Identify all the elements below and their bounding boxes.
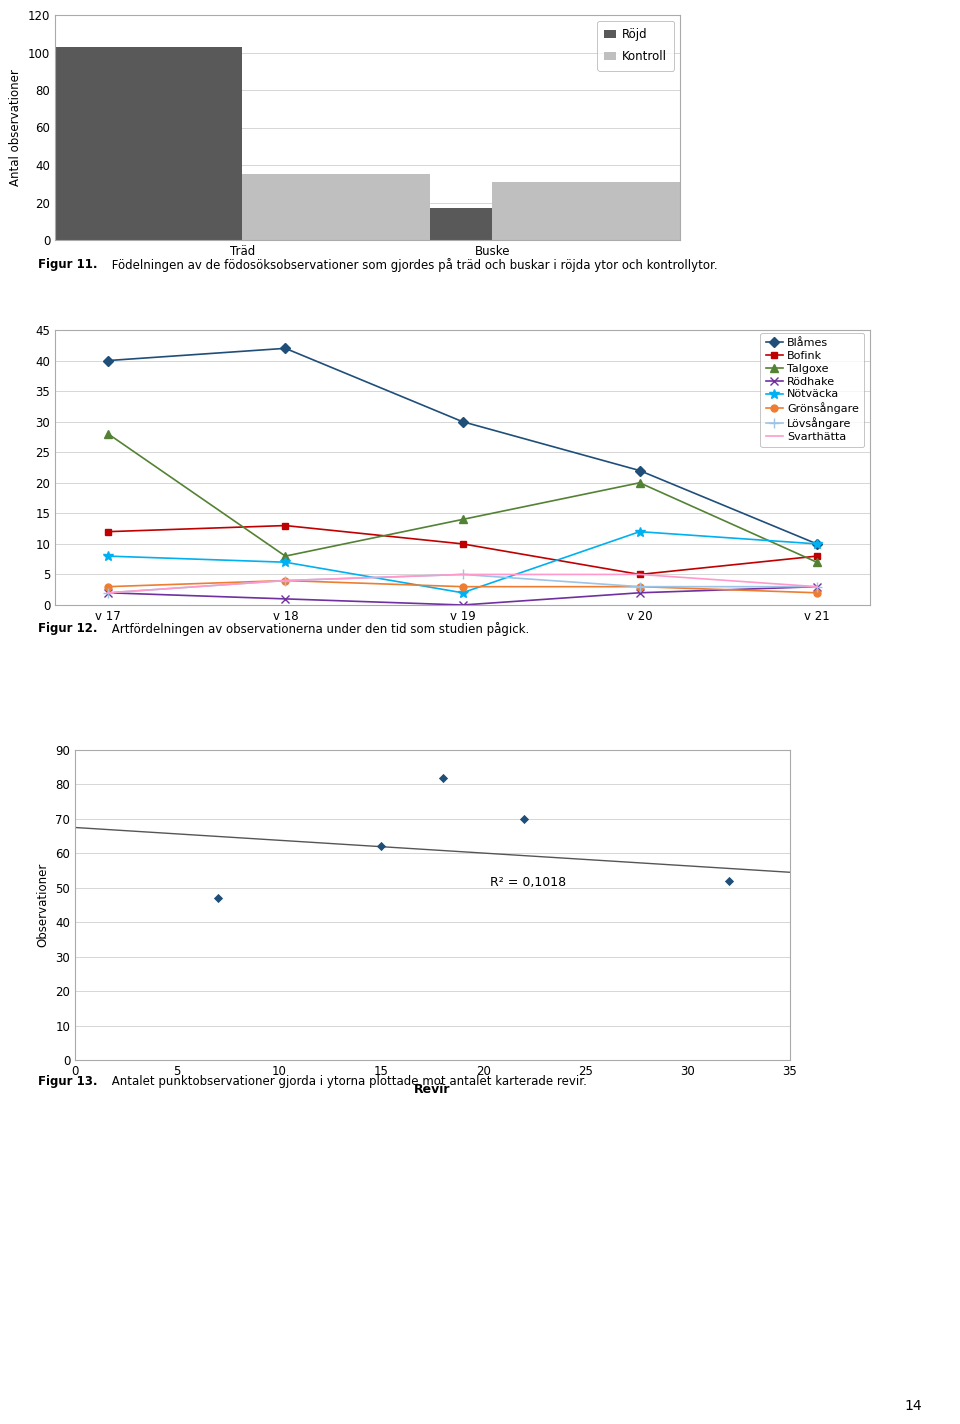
Grönsångare <box>103 578 114 595</box>
Bar <box>243 174 430 241</box>
Line: Blåmes: Blåmes <box>105 345 821 547</box>
X-axis label: Revir: Revir <box>415 1084 451 1096</box>
Bofink <box>811 548 823 565</box>
Text: Figur 12.: Figur 12. <box>38 622 98 635</box>
Grönsångare <box>457 578 468 595</box>
Bofink <box>279 517 291 534</box>
Text: Födelningen av de födosöksobservationer som gjordes på träd och buskar i röjda y: Födelningen av de födosöksobservationer … <box>108 258 717 272</box>
Bar <box>55 47 243 241</box>
Nötväcka <box>457 584 468 601</box>
Legend: Röjd, Kontroll: Röjd, Kontroll <box>597 21 674 71</box>
Talgoxe <box>811 554 823 571</box>
Lövsångare <box>279 572 291 590</box>
Bofink <box>103 523 114 540</box>
Nötväcka <box>811 535 823 553</box>
Bar <box>492 182 680 241</box>
Talgoxe <box>279 548 291 565</box>
Nötväcka <box>634 523 645 540</box>
Nötväcka <box>279 554 291 571</box>
Text: Artfördelningen av observationerna under den tid som studien pågick.: Artfördelningen av observationerna under… <box>108 622 529 637</box>
Svarthätta <box>457 565 468 582</box>
Line: Talgoxe: Talgoxe <box>104 430 821 567</box>
Blåmes <box>457 413 468 430</box>
Lövsångare <box>634 578 645 595</box>
Rödhake <box>457 597 468 614</box>
Legend: Blåmes, Bofink, Talgoxe, Rödhake, Nötväcka, Grönsångare, Lövsångare, Svarthätta: Blåmes, Bofink, Talgoxe, Rödhake, Nötväc… <box>760 333 864 447</box>
Line: Nötväcka: Nötväcka <box>104 527 822 598</box>
Y-axis label: Antal observationer: Antal observationer <box>10 68 22 187</box>
Bofink <box>457 535 468 553</box>
Line: Svarthätta: Svarthätta <box>108 574 817 592</box>
Grönsångare <box>634 578 645 595</box>
Rödhake <box>103 584 114 601</box>
Point <box>721 870 736 893</box>
Blåmes <box>279 340 291 357</box>
Blåmes <box>811 535 823 553</box>
Lövsångare <box>103 584 114 601</box>
Lövsångare <box>457 565 468 582</box>
Grönsångare <box>279 572 291 590</box>
Talgoxe <box>103 426 114 443</box>
Point <box>516 807 532 830</box>
Talgoxe <box>457 511 468 528</box>
Blåmes <box>634 461 645 478</box>
Line: Grönsångare: Grönsångare <box>105 577 821 597</box>
Text: Figur 13.: Figur 13. <box>38 1075 98 1088</box>
Point <box>210 887 226 910</box>
Nötväcka <box>103 548 114 565</box>
Grönsångare <box>811 584 823 601</box>
Rödhake <box>811 578 823 595</box>
Rödhake <box>279 591 291 608</box>
Point <box>373 834 389 857</box>
Blåmes <box>103 352 114 369</box>
Talgoxe <box>634 474 645 491</box>
Svarthätta <box>634 565 645 582</box>
Bofink <box>634 565 645 582</box>
Y-axis label: Observationer: Observationer <box>36 863 50 947</box>
Text: Figur 11.: Figur 11. <box>38 258 98 271</box>
Text: Antalet punktobservationer gjorda i ytorna plottade mot antalet karterade revir.: Antalet punktobservationer gjorda i ytor… <box>108 1075 587 1088</box>
Svarthätta <box>279 572 291 590</box>
Line: Rödhake: Rödhake <box>104 582 821 609</box>
Lövsångare <box>811 578 823 595</box>
Text: R² = 0,1018: R² = 0,1018 <box>490 876 565 890</box>
Svarthätta <box>103 584 114 601</box>
Line: Lövsångare: Lövsångare <box>104 570 822 598</box>
Line: Bofink: Bofink <box>105 523 821 578</box>
Bar <box>305 208 492 241</box>
Point <box>435 766 450 789</box>
Svarthätta <box>811 578 823 595</box>
Text: 14: 14 <box>904 1398 922 1413</box>
Rödhake <box>634 584 645 601</box>
